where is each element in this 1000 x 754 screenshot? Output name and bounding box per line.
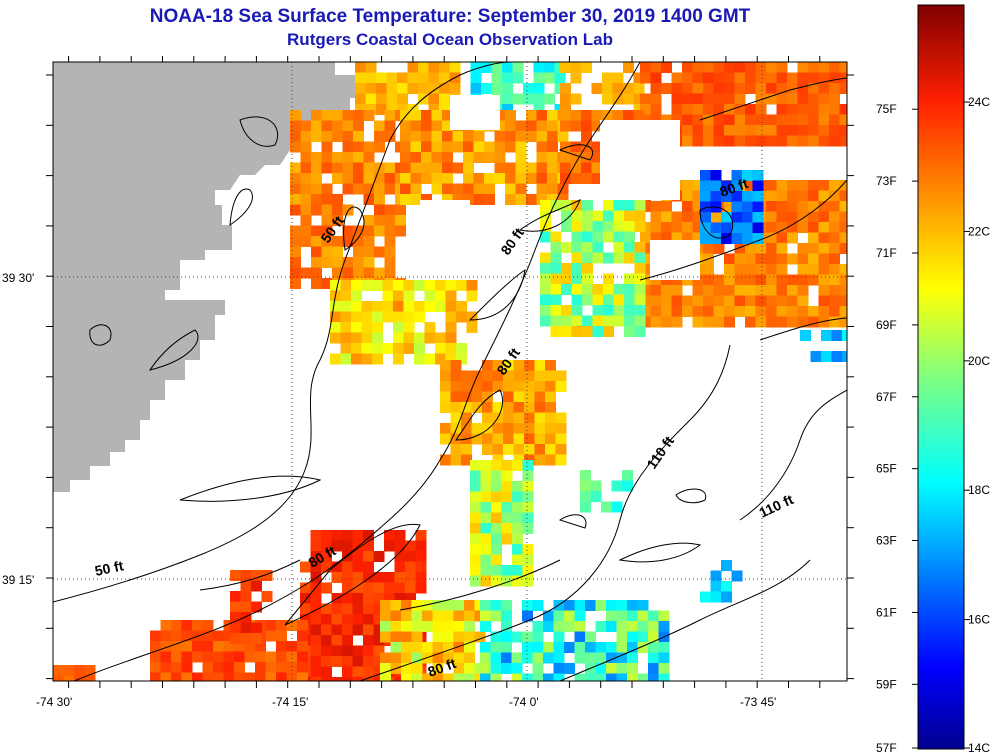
colorbar-f-label: 57F [876,741,897,754]
colorbar-f-label: 69F [876,318,897,332]
x-tick-label-74-30: -74 30' [36,695,72,709]
map-title: NOAA-18 Sea Surface Temperature: Septemb… [149,6,751,27]
colorbar-c-label: 14C [968,741,990,754]
colorbar-fahrenheit-labels: 75F 73F 71F 69F 67F 65F 63F 61F 59F 57F [876,102,897,754]
graticule [53,62,847,681]
map-frame [52,61,848,682]
x-tick-label-74-15: -74 15' [272,695,308,709]
land-mass [53,62,380,492]
colorbar-c-label: 22C [968,224,990,238]
colorbar-f-label: 63F [876,534,897,548]
y-tick-label-39-15: 39 15' [2,573,34,587]
colorbar [917,4,965,750]
colorbar-ticks [912,101,970,749]
colorbar-celsius-labels: 24C 22C 20C 18C 16C 14C [968,95,990,754]
sst-pixel-layer [53,62,847,681]
x-tick-label-74-0: -74 0' [509,695,539,709]
x-tick-label-73-45: -73 45' [740,695,776,709]
map-ticks [46,56,854,688]
colorbar-f-label: 61F [876,605,897,619]
colorbar-f-label: 59F [876,677,897,691]
colorbar-f-label: 65F [876,462,897,476]
map-subtitle: Rutgers Coastal Ocean Observation Lab [287,30,613,49]
colorbar-c-label: 18C [968,483,990,497]
y-tick-label-39-30: 39 30' [2,271,34,285]
contour-label-50ft-a: 50 ft [93,557,125,579]
colorbar-c-label: 20C [968,354,990,368]
colorbar-f-label: 73F [876,174,897,188]
colorbar-c-label: 16C [968,613,990,627]
colorbar-f-label: 75F [876,102,897,116]
bathymetry-contours [53,62,847,681]
colorbar-c-label: 24C [968,95,990,109]
colorbar-f-label: 71F [876,246,897,260]
colorbar-f-label: 67F [876,390,897,404]
